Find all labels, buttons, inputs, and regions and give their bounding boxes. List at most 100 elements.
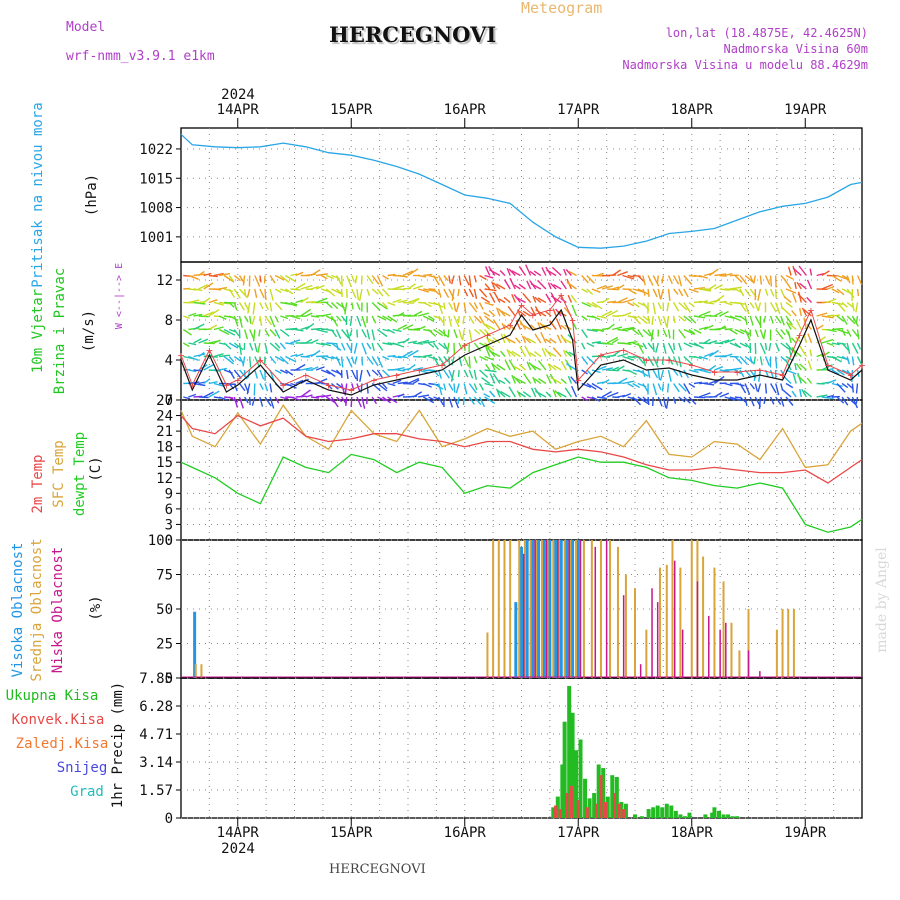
wind-gust-marker: + <box>484 329 491 342</box>
wind-gust-marker: + <box>569 314 576 327</box>
wind-arrow <box>381 383 388 390</box>
wind-arrow <box>794 281 797 290</box>
wind-arrow <box>714 342 724 345</box>
wind-arrow <box>758 369 762 382</box>
wind-arrow <box>254 342 258 352</box>
wind-arrow <box>504 377 511 384</box>
wind-arrow <box>305 338 313 344</box>
wind-arrow <box>557 391 567 398</box>
wind-arrow <box>657 369 661 380</box>
wind-arrow <box>183 396 191 400</box>
wind-arrow <box>790 337 797 344</box>
wind-arrow <box>519 322 531 331</box>
wind-arrow <box>203 354 212 358</box>
wind-arrow <box>238 315 243 328</box>
wind-arrow <box>617 394 626 398</box>
wind-arrow <box>473 356 478 364</box>
wind-arrow <box>785 382 794 389</box>
wind-arrow <box>316 273 328 277</box>
wind-arrow <box>652 275 660 287</box>
cloud-bar <box>523 540 526 678</box>
wind-arrow <box>433 382 444 390</box>
wind-arrow <box>647 288 650 297</box>
wind-arrow <box>463 369 469 378</box>
y-tick-label: 18 <box>156 440 173 456</box>
wind-arrow <box>683 315 692 323</box>
wind-arrow <box>661 383 665 392</box>
wind-arrow <box>855 383 859 394</box>
wind-gust-marker: + <box>206 344 213 357</box>
wind-arrow <box>490 362 496 371</box>
model-name: wrf-nmm_v3.9.1 e1km <box>66 49 215 64</box>
wind-arrow <box>739 275 748 285</box>
wind-arrow <box>719 392 730 398</box>
y-tick-label: 3 <box>165 517 173 533</box>
wind-arrow <box>836 315 845 323</box>
wind-arrow <box>652 288 658 298</box>
wind-arrow <box>617 353 629 358</box>
precip-bar <box>551 807 556 818</box>
wind-arrow <box>515 320 522 330</box>
wind-arrow <box>596 284 607 290</box>
wind-arrow <box>249 356 252 368</box>
wind-arrow <box>563 268 567 276</box>
wind-arrow <box>233 396 239 408</box>
cloud-bar <box>534 540 536 678</box>
precip-bar <box>669 805 674 818</box>
cloud-bar <box>520 546 523 678</box>
wind-arrow <box>780 315 785 326</box>
wind-arrow <box>783 296 792 304</box>
wind-arrow <box>310 339 319 344</box>
wind-arrow <box>666 383 670 393</box>
wind-arrow <box>361 396 366 409</box>
wind-arrow <box>775 342 780 352</box>
wind-arrow <box>754 315 762 326</box>
wind-arrow <box>724 272 733 277</box>
wind-arrow <box>448 275 451 284</box>
wind-arrow <box>305 312 313 317</box>
wind-arrow <box>678 383 687 392</box>
wind-arrow <box>753 275 756 284</box>
wind-arrow <box>652 302 656 315</box>
wind-arrow <box>734 382 745 387</box>
wind-arrow <box>683 328 696 335</box>
cloud-bar <box>574 540 577 678</box>
wind-arrow <box>783 278 792 290</box>
wind-arrow <box>336 396 343 403</box>
wind-arrow <box>453 329 458 339</box>
wind-arrow <box>418 394 430 398</box>
wind-arrow <box>228 302 235 308</box>
wind-arrow <box>438 342 447 350</box>
wind-arrow <box>667 275 673 284</box>
wind-arrow <box>407 268 419 277</box>
wind-arrow <box>856 288 860 296</box>
wind-arrow <box>366 383 369 394</box>
wind-arrow <box>193 313 203 317</box>
wind-arrow <box>479 274 487 281</box>
wind-arrow <box>208 390 220 398</box>
wind-arrow <box>683 288 689 298</box>
wind-arrow <box>803 390 812 398</box>
wind-arrow <box>606 309 619 317</box>
wind-arrow <box>501 322 506 330</box>
wind-arrow <box>553 364 562 371</box>
wind-arrow <box>463 342 466 351</box>
wind-arrow <box>642 288 646 296</box>
wind-arrow <box>354 356 358 365</box>
wind-arrow <box>305 301 316 304</box>
wind-arrow <box>259 383 264 391</box>
x-tick-label-top: 14APR <box>217 102 260 118</box>
wind-gust-marker: + <box>530 309 537 322</box>
cloud-bar <box>605 540 608 678</box>
wind-arrow <box>473 369 477 380</box>
wind-arrow <box>683 275 693 285</box>
wind-arrow <box>392 298 402 304</box>
wind-arrow <box>526 337 537 344</box>
wind-arrow <box>550 282 557 290</box>
temp-2m-line <box>180 414 863 484</box>
wind-arrow <box>831 382 843 387</box>
wind-arrow <box>836 342 846 345</box>
wind-arrow <box>371 315 377 324</box>
wind-arrow <box>846 356 850 365</box>
wind-arrow <box>655 342 659 353</box>
